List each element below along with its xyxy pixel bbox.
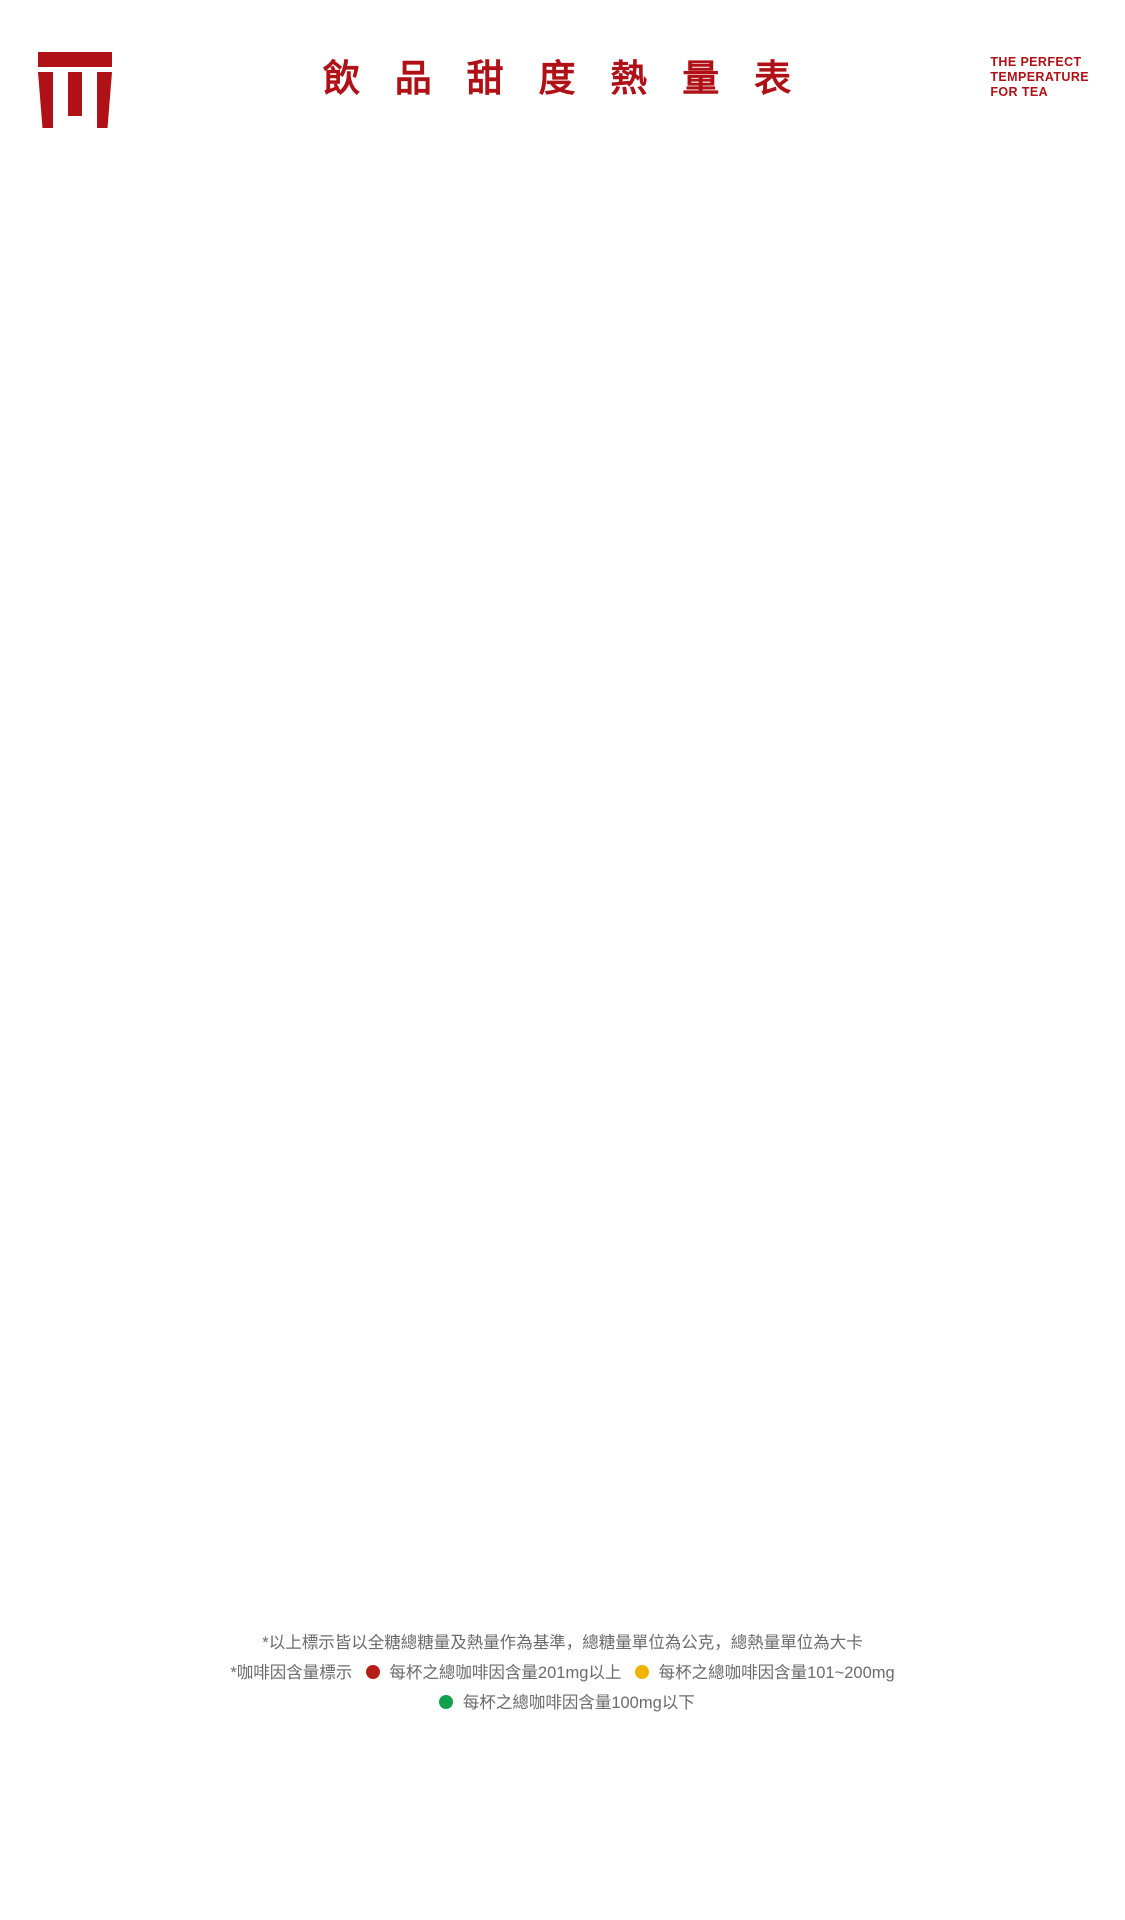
- slogan-line-2: TEMPERATURE: [990, 70, 1089, 84]
- footnotes: *以上標示皆以全糖總糖量及熱量作為基準，總糖量單位為公克，總熱量單位為大卡 *咖…: [0, 1628, 1125, 1718]
- footnote-caffeine-prefix: *咖啡因含量標示: [230, 1664, 353, 1682]
- page-title: 飲 品 甜 度 熱 量 表: [322, 56, 803, 100]
- slogan-line-1: THE PERFECT: [990, 55, 1082, 69]
- brand-slogan: THE PERFECT TEMPERATURE FOR TEA: [990, 55, 1089, 100]
- legend-green-icon: [439, 1695, 454, 1709]
- footnote-basis: *以上標示皆以全糖總糖量及熱量作為基準，總糖量單位為公克，總熱量單位為大卡: [262, 1634, 863, 1652]
- legend-yellow-icon: [634, 1665, 649, 1679]
- legend-red-icon: [365, 1665, 380, 1679]
- legend-yellow-label: 每杯之總咖啡因含量101~200mg: [658, 1664, 895, 1682]
- footnote-caffeine-low: 每杯之總咖啡因含量100mg以下: [0, 1688, 1125, 1718]
- slogan-line-3: FOR TEA: [990, 85, 1049, 99]
- legend-green-label: 每杯之總咖啡因含量100mg以下: [462, 1694, 695, 1712]
- brand-logo: [38, 52, 112, 130]
- footnote-caffeine: *咖啡因含量標示 每杯之總咖啡因含量201mg以上 每杯之總咖啡因含量101~2…: [0, 1658, 1125, 1688]
- legend-red-label: 每杯之總咖啡因含量201mg以上: [389, 1664, 622, 1682]
